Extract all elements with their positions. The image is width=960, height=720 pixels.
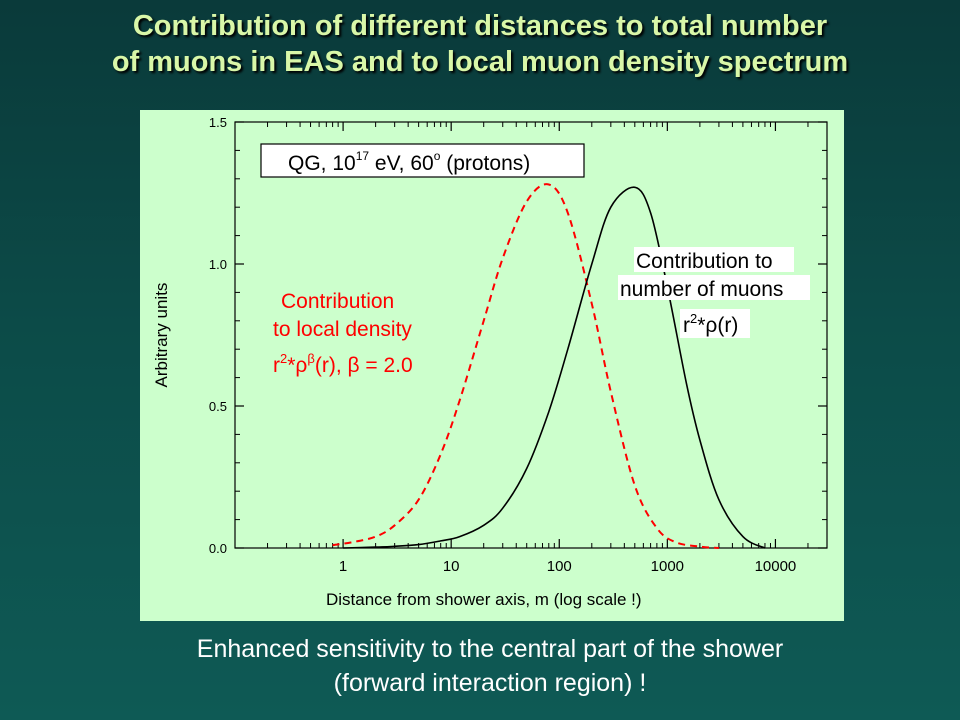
muons-annotation: Contribution to number of muons r2*ρ(r) <box>618 247 810 338</box>
x-axis-label: Distance from shower axis, m (log scale … <box>326 590 642 609</box>
y-tick-label: 0.0 <box>209 541 227 556</box>
x-tick-label: 100 <box>547 558 572 575</box>
muons-annotation-bg <box>618 275 810 300</box>
series-lines <box>332 183 766 549</box>
density-annotation-formula: r2*ρβ(r), β = 2.0 <box>273 351 413 377</box>
muons-annotation-bg <box>634 247 794 272</box>
density-contribution-line <box>332 183 719 549</box>
muons-annotation-bg <box>680 309 750 338</box>
y-tick-label: 1.0 <box>209 257 227 272</box>
legend-text: QG, 1017 eV, 60o (protons) <box>288 149 530 175</box>
density-annotation-line1: Contribution <box>281 290 394 313</box>
y-tick-label: 1.5 <box>209 115 227 130</box>
muons-annotation-formula: r2*ρ(r) <box>683 311 738 337</box>
muon-number-contribution-line <box>343 186 766 549</box>
x-tick-label: 10 <box>443 558 460 575</box>
slide-caption: Enhanced sensitivity to the central part… <box>0 632 960 700</box>
y-axis-label: Arbitrary units <box>152 283 171 388</box>
plot-frame <box>234 121 828 549</box>
x-tick-label: 10000 <box>755 558 797 575</box>
slide-caption-line2: (forward interaction region) ! <box>333 669 647 697</box>
muons-annotation-line2: number of muons <box>620 278 783 301</box>
axis-ticks: 1 10 100 1000 10000 0.0 0.5 1.0 1.5 <box>209 115 827 575</box>
y-tick-label: 0.5 <box>209 399 227 414</box>
chart-panel: 1 10 100 1000 10000 0.0 0.5 1.0 1.5 QG, 1017 eV,… <box>140 110 844 621</box>
density-annotation: Contribution to local density r2*ρβ(r), … <box>273 290 413 377</box>
muon-contribution-chart: 1 10 100 1000 10000 0.0 0.5 1.0 1.5 QG, 1017 eV,… <box>152 115 828 609</box>
density-annotation-line2: to local density <box>273 318 412 341</box>
x-tick-label: 1000 <box>651 558 684 575</box>
slide-caption-line1: Enhanced sensitivity to the central part… <box>196 635 784 663</box>
slide-title-line1: Contribution of different distances to t… <box>132 10 828 42</box>
muons-annotation-line1: Contribution to <box>636 250 773 273</box>
slide-title: Contribution of different distances to t… <box>0 8 960 80</box>
x-tick-label: 1 <box>339 558 347 575</box>
legend-box <box>260 143 585 178</box>
slide-title-line2: of muons in EAS and to local muon densit… <box>111 46 849 78</box>
